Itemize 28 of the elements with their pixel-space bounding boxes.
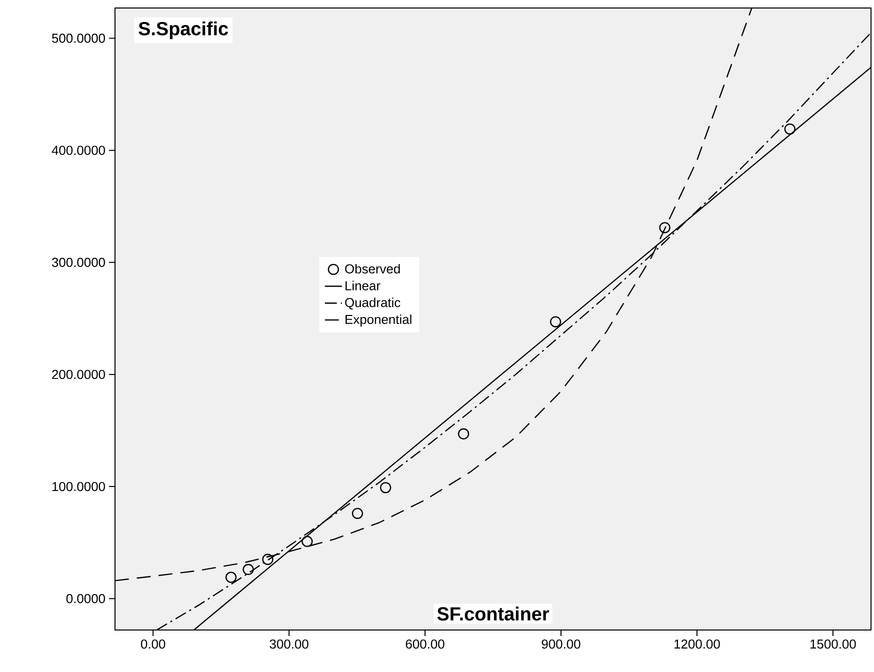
y-tick-label: 500.0000 bbox=[52, 34, 105, 43]
point bbox=[380, 482, 392, 494]
y-tick-label: 100.0000 bbox=[52, 482, 105, 492]
x-tick-label: 900.00 bbox=[542, 639, 580, 649]
y-axis-title: S.Spacific bbox=[138, 21, 228, 40]
x-axis-title: SF.container bbox=[437, 606, 550, 621]
point bbox=[458, 428, 470, 440]
point bbox=[659, 222, 670, 234]
point bbox=[784, 123, 796, 135]
y-tick-label: 0.0000 bbox=[66, 594, 106, 604]
x-tick-label: 300.00 bbox=[270, 639, 308, 649]
y-tick-label: 400.0000 bbox=[52, 146, 105, 155]
x-tick-label: 600.00 bbox=[406, 639, 444, 649]
y-tick-label: 200.0000 bbox=[52, 370, 105, 380]
legend-label: Linear bbox=[346, 280, 380, 290]
x-tick-label: 0.00 bbox=[140, 639, 166, 649]
point bbox=[352, 508, 364, 520]
point bbox=[262, 554, 274, 565]
legend-label: Observed bbox=[345, 264, 400, 274]
legend-label: Exponential bbox=[346, 314, 412, 327]
y-tick-label: 300.0000 bbox=[52, 258, 105, 267]
x-tick-label: 1500.00 bbox=[810, 639, 856, 649]
point bbox=[225, 572, 237, 583]
legend-label: Quadratic bbox=[345, 298, 400, 310]
x-tick-label: 1200.00 bbox=[674, 639, 720, 649]
point bbox=[550, 316, 562, 328]
point bbox=[242, 564, 254, 576]
point bbox=[302, 536, 313, 548]
